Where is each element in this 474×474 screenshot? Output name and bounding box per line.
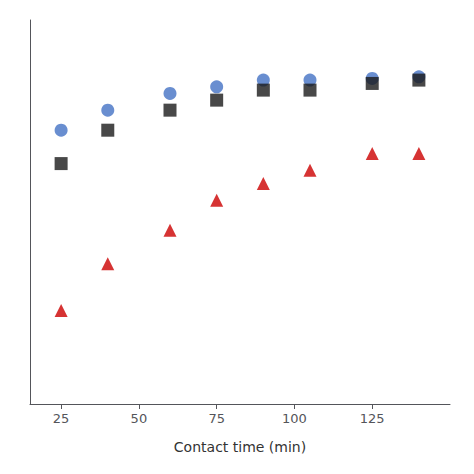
svg-text:125: 125 (360, 411, 385, 426)
svg-text:100: 100 (282, 411, 307, 426)
svg-text:75: 75 (208, 411, 225, 426)
svg-text:50: 50 (131, 411, 148, 426)
svg-text:Contact time (min): Contact time (min) (174, 439, 306, 455)
svg-text:25: 25 (53, 411, 70, 426)
